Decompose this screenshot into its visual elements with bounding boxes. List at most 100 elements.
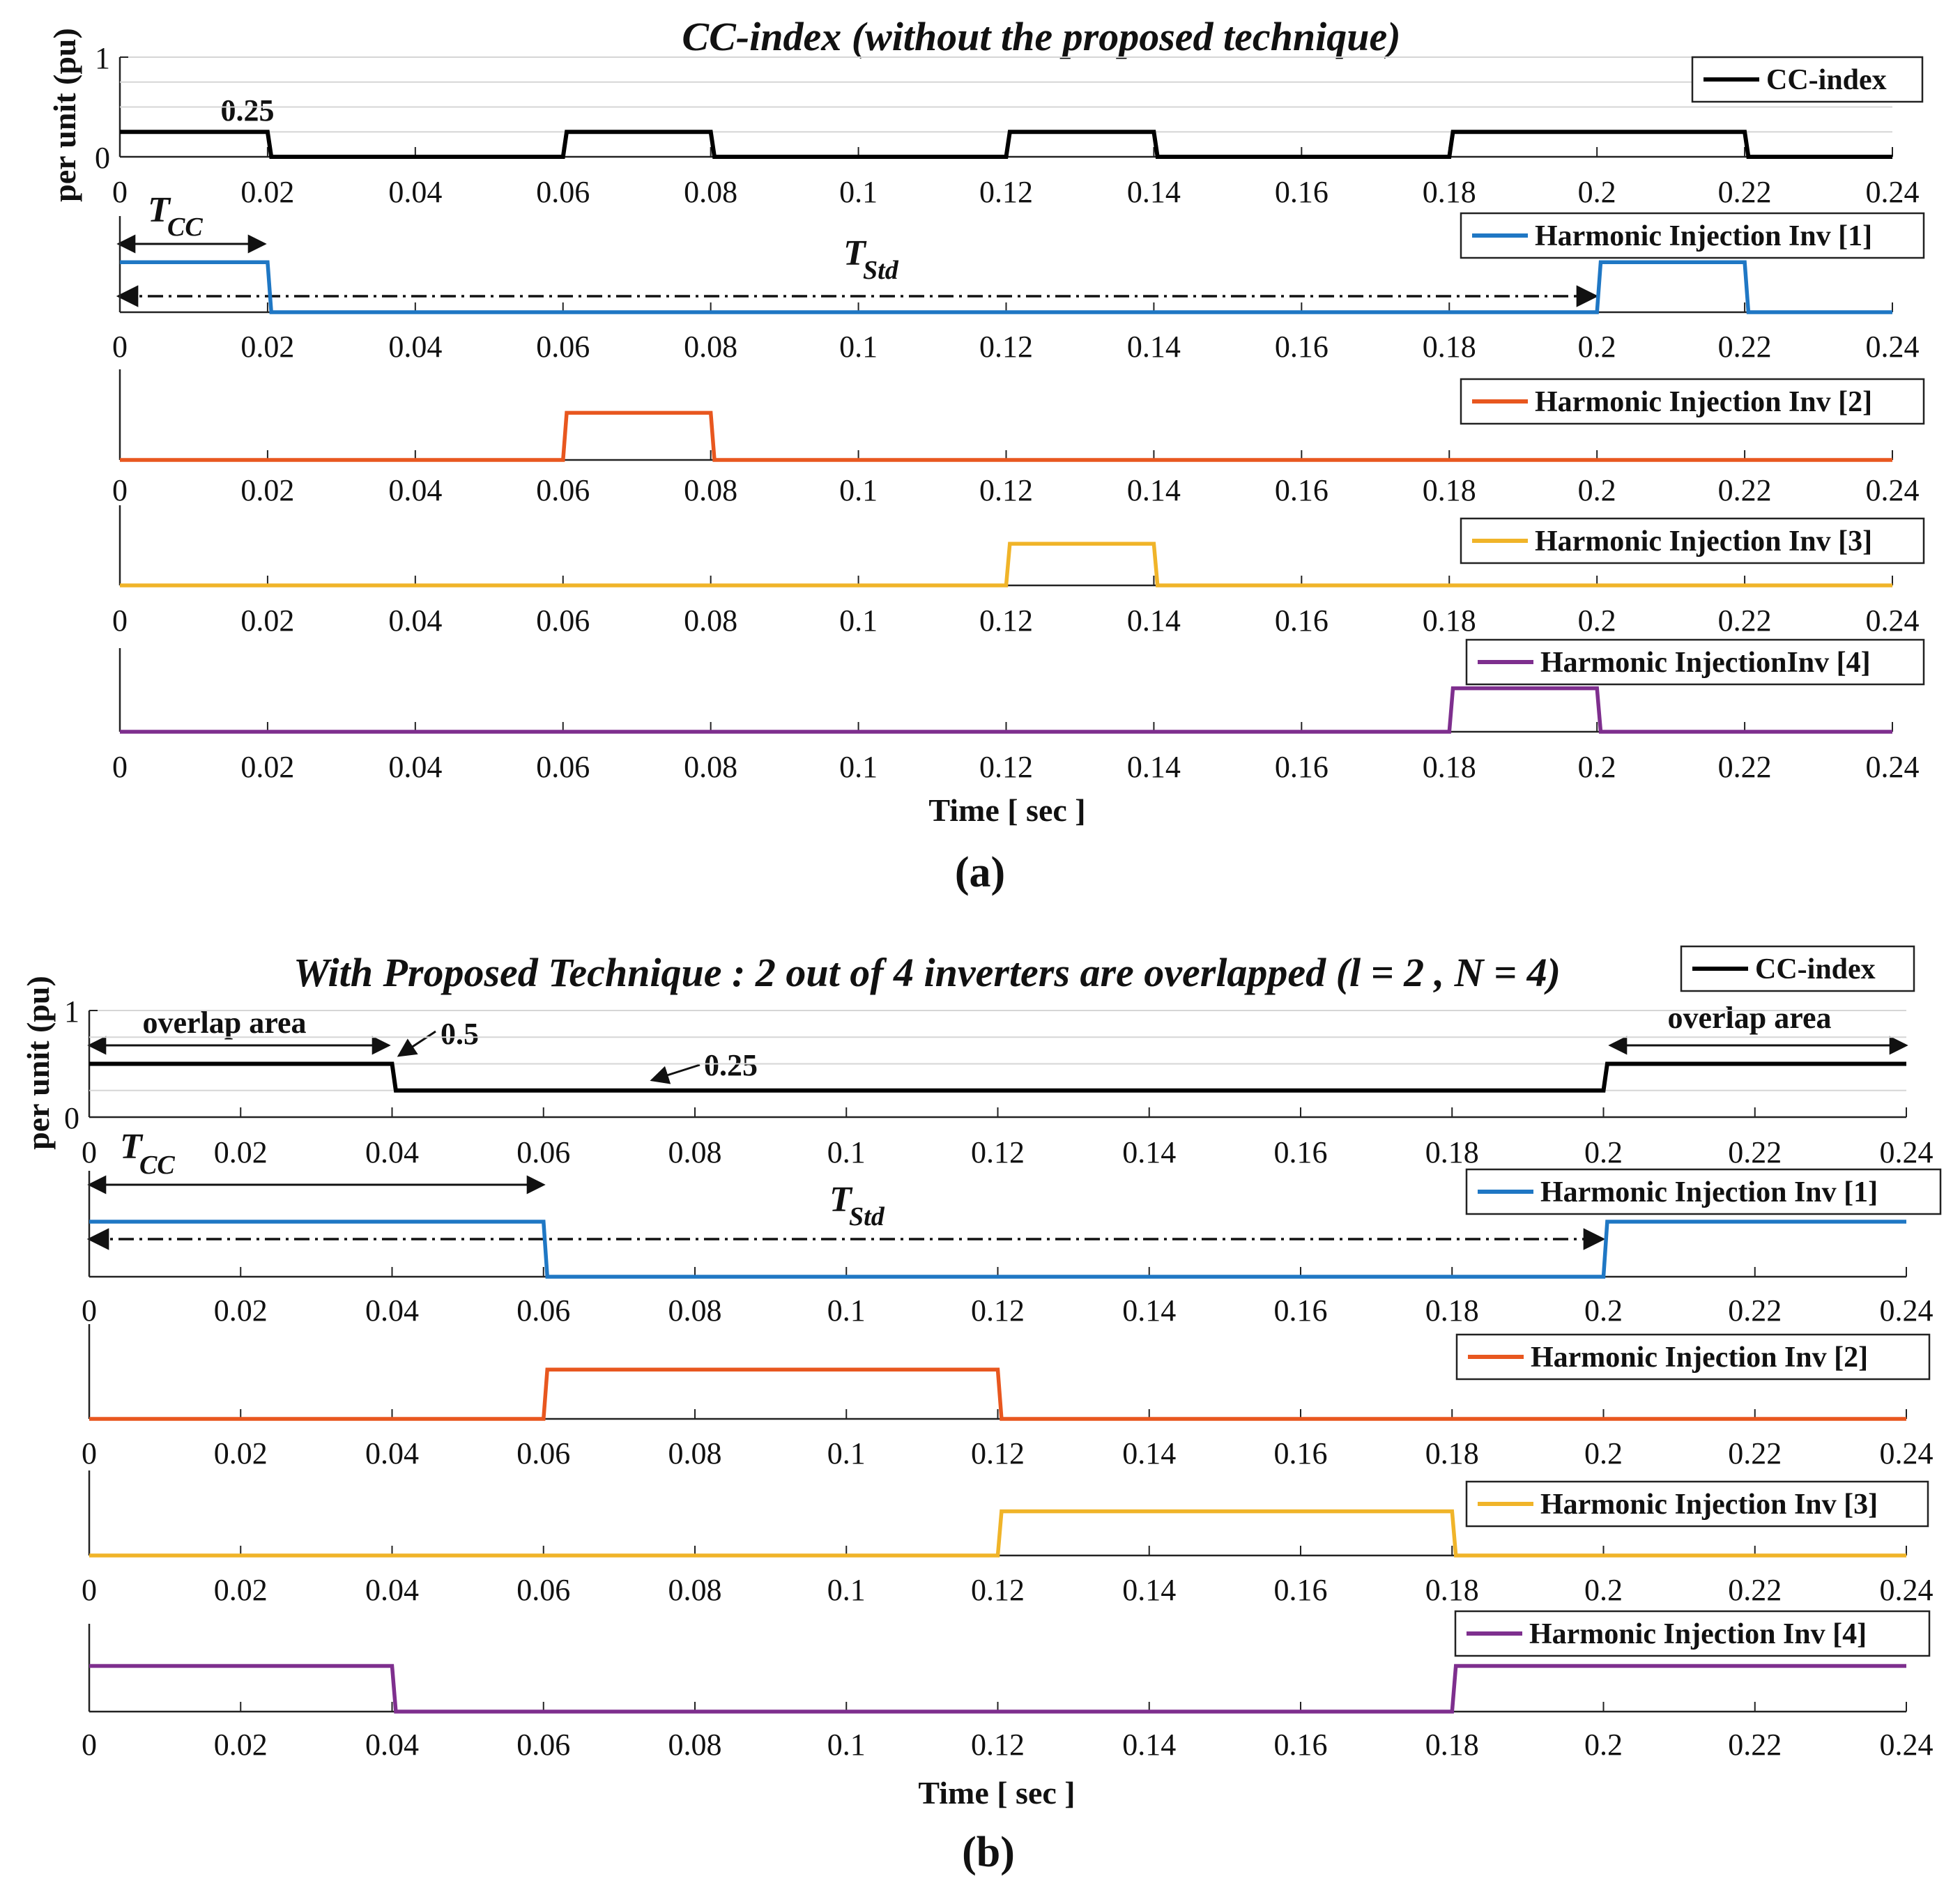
panel-b-xlabel: Time [ sec ] (918, 1775, 1075, 1811)
panel-b-y-tick-label: 1 (64, 994, 79, 1029)
panel-a-x-tick-label: 0.24 (1866, 604, 1920, 638)
panel-a-subplot-3: 0 0.02 0.04 0.06 0.08 0.1 0.12 0.14 0.16 0.18 0.2 0… (112, 369, 1925, 507)
panel-a-ylabel: per unit (pu) (47, 28, 82, 202)
panel-b-legend-label: Harmonic Injection Inv [1] (1540, 1176, 1878, 1208)
panel-b-series-line-1 (89, 1061, 1906, 1093)
panel-b-x-tick-label: 0.22 (1728, 1573, 1782, 1607)
panel-a-x-tick-label: 0 (112, 604, 128, 638)
panel-a-x-tick-label: 0.08 (684, 604, 737, 638)
panel-b-x-tick-label: 0.2 (1584, 1293, 1623, 1328)
panel-a-x-tick-label: 0.04 (388, 473, 442, 507)
panel-a-x-tick-label: 0.18 (1423, 604, 1476, 638)
panel-b-x-tick-label: 0 (82, 1728, 97, 1762)
panel-a-x-tick-label: 0.06 (536, 330, 590, 364)
panel-a-legend-1: CC-index (1691, 56, 1924, 103)
panel-a-x-tick-label: 0.18 (1423, 750, 1476, 784)
panel-b-x-tick-label: 0.2 (1584, 1436, 1623, 1470)
panel-b-x-tick-label: 0.1 (827, 1293, 866, 1328)
panel-a-title: CC-index (without the proposed technique… (682, 14, 1400, 59)
panel-b-legend-4: Harmonic Injection Inv [3] (1465, 1480, 1929, 1528)
panel-a-x-tick-label: 0.1 (839, 604, 878, 638)
panel-b-x-tick-label: 0.18 (1425, 1436, 1479, 1470)
panel-b-legend-2: Harmonic Injection Inv [1] (1465, 1168, 1942, 1215)
panel-b-x-tick-label: 0.22 (1728, 1728, 1782, 1762)
panel-b-x-tick-label: 0.16 (1274, 1728, 1328, 1762)
panel-b-subplot-5: 0 0.02 0.04 0.06 0.08 0.1 0.12 0.14 0.16 0.18 0.2 0… (82, 1610, 1934, 1762)
panel-b-subplot-4: 0 0.02 0.04 0.06 0.08 0.1 0.12 0.14 0.16 0.18 0.2 0… (82, 1470, 1934, 1607)
panel-a-x-tick-label: 0.2 (1578, 330, 1616, 364)
panel-a-x-tick-label: 0.14 (1127, 604, 1181, 638)
panel-b-x-tick-label: 0.02 (214, 1135, 268, 1169)
panel-a-legend-label: Harmonic Injection Inv [2] (1535, 386, 1872, 418)
panel-b-tcc-symbol: T (120, 1127, 144, 1167)
panel-a-x-tick-label: 0.22 (1718, 750, 1772, 784)
panel-b-x-tick-label: 0.14 (1122, 1573, 1176, 1607)
panel-b-overlap-left-label: overlap area (142, 1006, 306, 1040)
panel-b-legend-label: Harmonic Injection Inv [4] (1529, 1618, 1867, 1650)
panel-b-x-tick-label: 0.04 (365, 1293, 419, 1328)
panel-a-x-tick-label: 0.02 (240, 175, 294, 209)
panel-b-x-tick-label: 0.22 (1728, 1135, 1782, 1169)
panel-b-legend-label: Harmonic Injection Inv [3] (1540, 1489, 1878, 1521)
panel-a-cc-value-label: 0.25 (221, 93, 275, 128)
panel-a-x-tick-label: 0.08 (684, 750, 737, 784)
panel-b-x-tick-label: 0.18 (1425, 1728, 1479, 1762)
panel-a-x-tick-label: 0.18 (1423, 330, 1476, 364)
panel-b-legend-box (1455, 1333, 1931, 1381)
panel-a-tcc-subscript: CC (167, 213, 203, 242)
panel-b-x-tick-label: 0.14 (1122, 1135, 1176, 1169)
panel-b-x-tick-label: 0.08 (668, 1135, 722, 1169)
panel-b-x-tick-label: 0.16 (1274, 1573, 1328, 1607)
panel-b-x-tick-label: 0.12 (971, 1573, 1025, 1607)
panel-a-x-tick-label: 0.22 (1718, 330, 1772, 364)
panel-a-x-tick-label: 0.12 (979, 330, 1033, 364)
panel-b-x-tick-label: 0 (82, 1293, 97, 1328)
panel-a-x-tick-label: 0.24 (1866, 473, 1920, 507)
panel-a-x-tick-label: 0.12 (979, 604, 1033, 638)
panel-b-x-tick-label: 0.06 (516, 1573, 570, 1607)
panel-b-x-tick-label: 0.06 (516, 1293, 570, 1328)
panel-b-x-tick-label: 0 (82, 1436, 97, 1470)
panel-b-x-tick-label: 0 (82, 1573, 97, 1607)
panel-a-series-line-3 (120, 410, 1892, 462)
panel-b-tstd-symbol: T (829, 1180, 853, 1220)
panel-b-value-high-arrow (397, 1030, 436, 1057)
panel-b-series-line-5 (89, 1664, 1906, 1714)
panel-a-legend-2: Harmonic Injection Inv [1] (1460, 212, 1925, 259)
panel-a-x-tick-label: 0.2 (1578, 750, 1616, 784)
panel-a-x-tick-label: 0.14 (1127, 750, 1181, 784)
panel-b-title: With Proposed Technique : 2 out of 4 inv… (293, 950, 1561, 995)
panel-b-x-tick-label: 0.1 (827, 1728, 866, 1762)
panel-a-series-line-2 (120, 260, 1892, 314)
panel-b-legend-box (1465, 1480, 1929, 1528)
panel-a-x-tick-label: 0.2 (1578, 473, 1616, 507)
panel-b-x-tick-label: 0.12 (971, 1293, 1025, 1328)
panel-a-legend-label: Harmonic InjectionInv [4] (1540, 647, 1871, 679)
panel-a-legend-box (1460, 517, 1925, 564)
panel-a-legend-box (1460, 378, 1925, 425)
panel-b-x-tick-label: 0.22 (1728, 1436, 1782, 1470)
panel-b-x-tick-label: 0.14 (1122, 1436, 1176, 1470)
panel-b-series-line-4 (89, 1509, 1906, 1558)
panel-b-x-tick-label: 0.06 (516, 1436, 570, 1470)
panel-b-subplot-2: 0 0.02 0.04 0.06 0.08 0.1 0.12 0.14 0.16 0.18 0.2 0… (82, 1168, 1942, 1328)
panel-b-x-tick-label: 0.24 (1880, 1573, 1934, 1607)
panel-a-x-tick-label: 0.14 (1127, 175, 1181, 209)
panel-b-x-tick-label: 0.22 (1728, 1293, 1782, 1328)
panel-a-x-tick-label: 0.12 (979, 750, 1033, 784)
panel-b-x-tick-label: 0.2 (1584, 1573, 1623, 1607)
panel-a-tstd-symbol: T (843, 233, 867, 273)
panel-b-x-tick-label: 0.12 (971, 1135, 1025, 1169)
panel-b-legend-5: Harmonic Injection Inv [4] (1454, 1610, 1931, 1657)
panel-b-ylabel: per unit (pu) (20, 976, 56, 1150)
panel-b-x-tick-label: 0.18 (1425, 1573, 1479, 1607)
panel-a-x-tick-label: 0 (112, 330, 128, 364)
plot-area: 0 1 0 0.02 0.04 0.06 0.08 0.1 0.12 0.14 0.16 0.18 0.… (64, 41, 1942, 1762)
panel-b-series-line-2 (89, 1220, 1906, 1279)
panel-b-tstd-label: T Std (829, 1180, 885, 1231)
panel-a-x-tick-label: 0.08 (684, 330, 737, 364)
panel-a-legend-label: Harmonic Injection Inv [1] (1535, 220, 1872, 252)
panel-b-x-tick-label: 0.24 (1880, 1135, 1934, 1169)
panel-a-x-tick-label: 0.1 (839, 473, 878, 507)
